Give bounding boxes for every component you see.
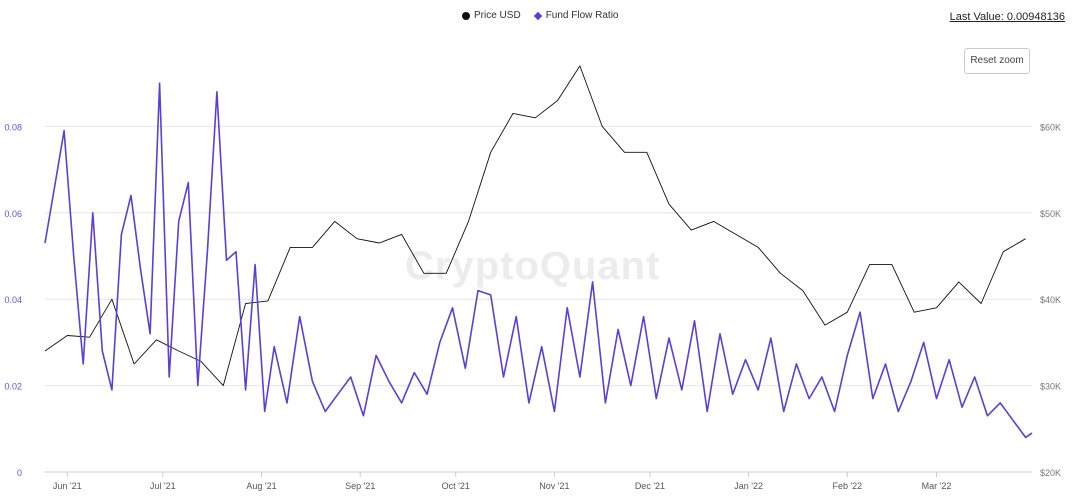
x-tick-label: Feb '22 [832,481,862,491]
y-right-tick-label: $40K [1040,295,1061,305]
watermark-logo: CryptoQuant [405,244,661,288]
reset-zoom-button[interactable]: Reset zoom [964,48,1030,74]
y-left-tick-label: 0 [17,468,22,478]
last-value-link[interactable]: Last Value: 0.00948136 [949,11,1065,23]
legend-item-ratio[interactable]: Fund Flow Ratio [533,10,619,21]
chart-legend: Price USD Fund Flow Ratio [462,10,619,21]
y-right-tick-label: $30K [1040,382,1061,392]
y-left-tick-label: 0.08 [4,122,22,132]
x-tick-label: Jul '21 [150,481,176,491]
y-left-tick-label: 0.02 [4,382,22,392]
price-legend-marker-icon [462,11,470,20]
x-tick-label: Jan '22 [734,481,763,491]
x-tick-label: Mar '22 [922,481,952,491]
y-right-tick-label: $20K [1040,468,1061,478]
legend-ratio-label: Fund Flow Ratio [545,10,619,21]
y-left-tick-label: 0.04 [4,295,22,305]
x-tick-label: Sep '21 [345,481,375,491]
x-tick-label: Oct '21 [442,481,470,491]
y-right-tick-label: $60K [1040,122,1061,132]
x-tick-label: Jun '21 [53,481,82,491]
x-tick-label: Dec '21 [635,481,665,491]
x-tick-label: Aug '21 [246,481,276,491]
price-usd-line [44,65,1026,387]
x-tick-label: Nov '21 [539,481,569,491]
y-right-tick-label: $50K [1040,209,1061,219]
y-left-tick-label: 0.06 [4,209,22,219]
legend-item-price[interactable]: Price USD [462,10,521,21]
legend-price-label: Price USD [474,10,521,21]
fund-flow-ratio-line [44,82,1033,439]
